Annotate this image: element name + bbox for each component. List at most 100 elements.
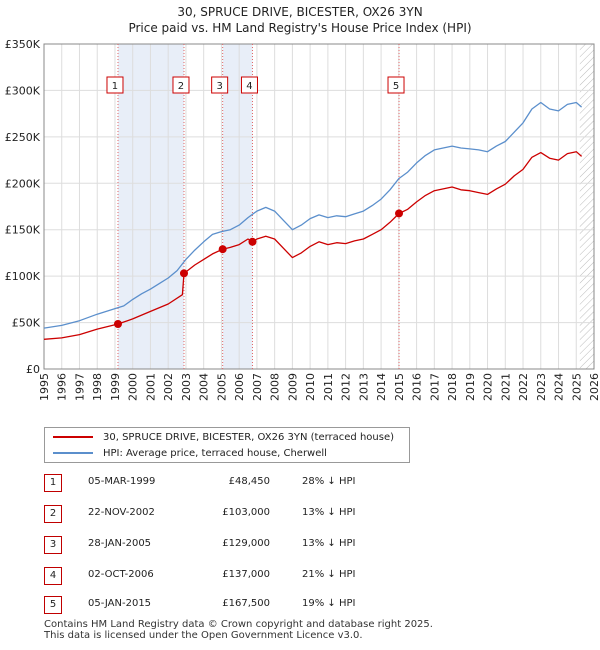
x-tick-label: 2004 xyxy=(198,373,211,401)
transaction-hpi: 28% ↓ HPI xyxy=(302,476,356,487)
chart-title-line-1: 30, SPRUCE DRIVE, BICESTER, OX26 3YN xyxy=(177,5,423,19)
transaction-row: 4 02-OCT-2006 £137,000 21% ↓ HPI xyxy=(44,567,404,585)
marker-badge-3: 3 xyxy=(211,76,229,94)
marker-badge-2: 2 xyxy=(172,76,190,94)
transaction-hpi: 19% ↓ HPI xyxy=(302,598,356,609)
x-tick-label: 2006 xyxy=(233,373,246,401)
marker-badge-box xyxy=(211,76,229,94)
x-tick-label: 2025 xyxy=(570,373,583,401)
transaction-row: 1 05-MAR-1999 £48,450 28% ↓ HPI xyxy=(44,474,404,492)
transaction-date: 28-JAN-2005 xyxy=(88,538,152,549)
future-hatch-region xyxy=(579,44,594,369)
x-tick-label: 1995 xyxy=(38,373,51,401)
chart-title-line-2: Price paid vs. HM Land Registry's House … xyxy=(128,21,472,35)
x-tick-label: 2000 xyxy=(127,373,140,401)
marker-badge-label: 3 xyxy=(216,81,222,92)
x-tick-label: 1998 xyxy=(91,373,104,401)
marker-badge-4: 4 xyxy=(240,76,258,94)
marker-badge-label: 2 xyxy=(178,81,184,92)
x-tick-label: 2019 xyxy=(464,373,477,401)
chart-legend: 30, SPRUCE DRIVE, BICESTER, OX26 3YN (te… xyxy=(44,427,410,463)
x-tick-label: 2023 xyxy=(535,373,548,401)
sale-point-2 xyxy=(179,269,188,278)
marker-badge-5: 5 xyxy=(387,76,405,94)
legend-label-property: 30, SPRUCE DRIVE, BICESTER, OX26 3YN (te… xyxy=(103,431,395,443)
x-tick-label: 2014 xyxy=(375,373,388,401)
y-tick-label: £350K xyxy=(5,38,41,51)
legend-line-blue xyxy=(53,452,93,454)
y-tick-label: £150K xyxy=(5,224,41,237)
transaction-hpi: 13% ↓ HPI xyxy=(302,507,356,518)
y-tick-label: £200K xyxy=(5,177,41,190)
marker-badge-box xyxy=(106,76,124,94)
footer-line-1: Contains HM Land Registry data © Crown c… xyxy=(44,619,433,630)
transaction-date: 05-MAR-1999 xyxy=(88,476,156,487)
transaction-date: 22-NOV-2002 xyxy=(88,507,155,518)
footer: Contains HM Land Registry data © Crown c… xyxy=(44,619,433,641)
x-tick-label: 2009 xyxy=(286,373,299,401)
transaction-number: 3 xyxy=(44,536,62,554)
marker-badge-box xyxy=(172,76,190,94)
sale-point-1 xyxy=(113,320,122,329)
x-tick-label: 2003 xyxy=(180,373,193,401)
legend-item-hpi: HPI: Average price, terraced house, Cher… xyxy=(53,446,327,460)
hpi-series-line xyxy=(43,101,583,329)
x-tick-label: 2016 xyxy=(411,373,424,401)
marker-badge-label: 4 xyxy=(246,81,252,92)
sale-point-5 xyxy=(395,209,404,218)
x-tick-label: 2001 xyxy=(144,373,157,401)
transaction-date: 05-JAN-2015 xyxy=(88,598,152,609)
marker-badge-label: 5 xyxy=(393,81,399,92)
price-chart: £0 £50K £100K £150K £200K £250K £300K £350K 1995… xyxy=(5,38,600,401)
sale-point-4 xyxy=(248,237,257,246)
transaction-price: £129,000 xyxy=(222,538,270,549)
x-tick-label: 1996 xyxy=(56,373,69,401)
sale-point-3 xyxy=(218,245,227,254)
x-tick-label: 2010 xyxy=(304,373,317,401)
marker-badge-box xyxy=(387,76,405,94)
plot-border xyxy=(43,43,595,370)
transaction-row: 5 05-JAN-2015 £167,500 19% ↓ HPI xyxy=(44,596,404,614)
transaction-price: £137,000 xyxy=(222,569,270,580)
x-tick-label: 2017 xyxy=(428,373,441,401)
marker-badge-box xyxy=(240,76,258,94)
x-tick-label: 2005 xyxy=(215,373,228,401)
x-tick-label: 2020 xyxy=(482,373,495,401)
y-tick-label: £300K xyxy=(5,84,41,97)
x-tick-label: 1999 xyxy=(109,373,122,401)
x-tick-label: 2011 xyxy=(322,373,335,401)
ownership-band-2 xyxy=(222,44,253,369)
legend-item-property: 30, SPRUCE DRIVE, BICESTER, OX26 3YN (te… xyxy=(53,430,394,444)
ownership-band-1 xyxy=(117,44,184,369)
transaction-price: £167,500 xyxy=(222,598,270,609)
transaction-price: £48,450 xyxy=(228,476,270,487)
transaction-date: 02-OCT-2006 xyxy=(88,569,154,580)
x-tick-label: 1997 xyxy=(73,373,86,401)
x-tick-label: 2024 xyxy=(553,373,566,401)
transaction-number: 5 xyxy=(44,596,62,614)
y-tick-label: £50K xyxy=(12,317,41,330)
transaction-hpi: 21% ↓ HPI xyxy=(302,569,356,580)
x-tick-label: 2012 xyxy=(340,373,353,401)
legend-line-red xyxy=(53,436,93,438)
x-tick-label: 2015 xyxy=(393,373,406,401)
x-tick-label: 2021 xyxy=(499,373,512,401)
transaction-price: £103,000 xyxy=(222,507,270,518)
x-tick-label: 2018 xyxy=(446,373,459,401)
x-tick-label: 2022 xyxy=(517,373,530,401)
y-tick-label: £100K xyxy=(5,270,41,283)
x-tick-label: 2002 xyxy=(162,373,175,401)
x-tick-label: 2008 xyxy=(269,373,282,401)
transaction-number: 4 xyxy=(44,567,62,585)
y-tick-label: £0 xyxy=(26,363,40,376)
marker-badge-1: 1 xyxy=(106,76,124,94)
x-tick-label: 2026 xyxy=(588,373,600,401)
transaction-row: 2 22-NOV-2002 £103,000 13% ↓ HPI xyxy=(44,505,404,523)
marker-badge-label: 1 xyxy=(112,81,118,92)
transaction-hpi: 13% ↓ HPI xyxy=(302,538,356,549)
transaction-number: 1 xyxy=(44,474,62,492)
legend-label-hpi: HPI: Average price, terraced house, Cher… xyxy=(103,447,327,459)
transaction-number: 2 xyxy=(44,505,62,523)
x-tick-label: 2007 xyxy=(251,373,264,401)
transaction-row: 3 28-JAN-2005 £129,000 13% ↓ HPI xyxy=(44,536,404,554)
